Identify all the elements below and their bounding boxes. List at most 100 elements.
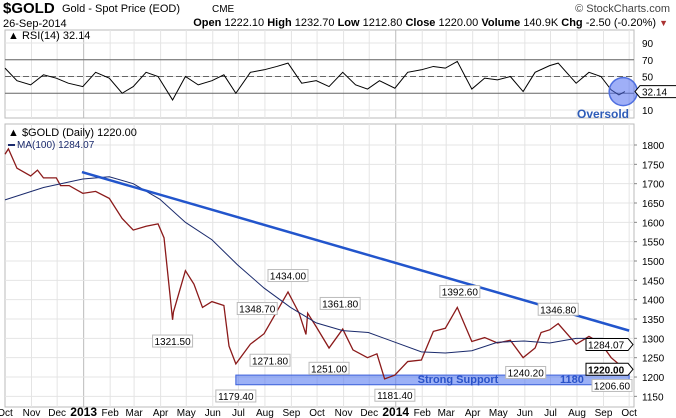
- rsi-legend: ▲ RSI(14) 32.14: [8, 30, 90, 42]
- price-tick-label: 1550: [642, 238, 665, 249]
- price-tick-label: 1250: [642, 354, 665, 365]
- instrument-name: Gold - Spot Price (EOD): [62, 3, 180, 15]
- price-annotation-box: [439, 285, 481, 299]
- open-label: Open: [193, 17, 222, 29]
- price-annotation-box: [308, 361, 350, 375]
- price-annotation: 1271.80: [252, 356, 289, 367]
- price-annotation: 1206.60: [594, 381, 631, 392]
- price-tick-label: 1600: [642, 218, 665, 229]
- price-annotation-box: [591, 378, 633, 392]
- price-annotation: 1434.00: [270, 272, 307, 283]
- price-annotation-box: [215, 389, 257, 403]
- support-axis-label: 1180: [560, 374, 584, 386]
- price-annotation-box: [374, 388, 416, 402]
- oversold-circle: [608, 76, 638, 107]
- x-tick-label: Oct: [309, 408, 325, 418]
- x-tick-label: Mar: [438, 408, 456, 418]
- ma-value-tag: [585, 338, 634, 352]
- price-annotation: 1179.40: [218, 392, 254, 403]
- chg-value: -2.50 (-0.20%): [585, 17, 657, 29]
- price-annotation: 1181.40: [377, 391, 413, 402]
- volume-value: 140.9K: [523, 17, 559, 29]
- ma-legend: MA(100) 1284.07: [17, 140, 95, 151]
- x-tick-label: Oct: [621, 408, 637, 418]
- x-tick-label: Jun: [205, 408, 221, 418]
- rsi-value-label: 32.14: [642, 88, 667, 99]
- x-tick-label: Nov: [335, 408, 353, 418]
- x-tick-label: 2014: [382, 405, 409, 418]
- volume-label: Volume: [481, 17, 521, 29]
- price-tick-label: 1350: [642, 315, 665, 326]
- x-tick-label: 2013: [70, 405, 97, 418]
- high-label: High: [267, 17, 292, 29]
- exchange-label: CME: [212, 4, 235, 15]
- x-tick-label: Nov: [23, 408, 41, 418]
- x-tick-label: Sep: [595, 408, 613, 418]
- support-label: Strong Support: [418, 374, 499, 386]
- price-annotation-box: [249, 353, 291, 367]
- x-tick-label: Aug: [568, 408, 586, 418]
- x-tick-label: Dec: [48, 408, 66, 418]
- price-tick-label: 1800: [642, 141, 665, 152]
- price-tick-label: 1200: [642, 373, 665, 384]
- high-value: 1232.70: [294, 17, 335, 29]
- x-tick-label: Jul: [232, 408, 245, 418]
- oversold-label: Oversold: [577, 107, 629, 121]
- x-tick-label: Feb: [102, 408, 120, 418]
- price-value-tag: [585, 362, 634, 376]
- x-tick-label: Feb: [414, 408, 432, 418]
- rsi-tick-label: 90: [642, 39, 654, 50]
- low-label: Low: [337, 17, 360, 29]
- price-annotation: 1361.80: [322, 299, 359, 310]
- price-annotation-box: [505, 365, 547, 379]
- chg-label: Chg: [561, 17, 583, 29]
- quote-date: 26-Sep-2014: [3, 18, 67, 30]
- x-tick-label: May: [177, 408, 196, 418]
- price-tick-label: 1450: [642, 276, 665, 287]
- x-tick-label: Jul: [544, 408, 557, 418]
- price-tick-label: 1150: [642, 392, 664, 403]
- price-tick-label: 1400: [642, 296, 665, 307]
- price-annotation: 1392.60: [442, 288, 479, 299]
- rsi-tick-label: 10: [642, 106, 654, 117]
- rsi-line: [4, 60, 626, 101]
- rsi-tick-label: 50: [642, 73, 654, 84]
- price-annotation-box: [236, 302, 278, 316]
- price-legend: ▲ $GOLD (Daily) 1220.00: [8, 127, 137, 139]
- x-tick-label: Oct: [0, 408, 13, 418]
- close-label: Close: [405, 17, 436, 29]
- low-value: 1212.80: [362, 17, 403, 29]
- price-tick-label: 1500: [642, 257, 665, 268]
- price-annotation-box: [267, 269, 309, 283]
- credit-link[interactable]: © StockCharts.com: [575, 3, 670, 15]
- price-tick-label: 1300: [642, 334, 665, 345]
- close-value: 1220.00: [438, 17, 479, 29]
- price-annotation: 1321.50: [155, 337, 192, 348]
- rsi-tick-label: 70: [642, 56, 654, 67]
- ma-value-label: 1284.07: [588, 341, 625, 352]
- x-tick-label: Dec: [360, 408, 378, 418]
- price-value-label: 1220.00: [588, 365, 625, 376]
- x-tick-label: Apr: [153, 408, 169, 418]
- price-annotation-box: [152, 334, 194, 348]
- open-value: 1222.10: [224, 17, 265, 29]
- ohlc-summary: Open 1222.10 High 1232.70 Low 1212.80 Cl…: [193, 17, 668, 29]
- rsi-value-tag: [634, 85, 676, 99]
- ma100-line: [4, 176, 626, 354]
- price-annotation-box: [319, 296, 361, 310]
- x-tick-label: Jun: [517, 408, 533, 418]
- x-tick-label: Mar: [125, 408, 143, 418]
- price-tick-label: 1750: [642, 160, 665, 171]
- symbol-title: $GOLD: [3, 0, 55, 17]
- price-annotation: 1346.80: [540, 305, 577, 316]
- price-line: [4, 147, 626, 380]
- x-tick-label: Sep: [283, 408, 301, 418]
- price-annotation: 1348.70: [239, 305, 276, 316]
- price-annotation-box: [537, 302, 579, 316]
- x-tick-label: Aug: [256, 408, 274, 418]
- price-tick-label: 1700: [642, 180, 665, 191]
- x-tick-label: May: [489, 408, 508, 418]
- price-annotation: 1240.20: [508, 368, 545, 379]
